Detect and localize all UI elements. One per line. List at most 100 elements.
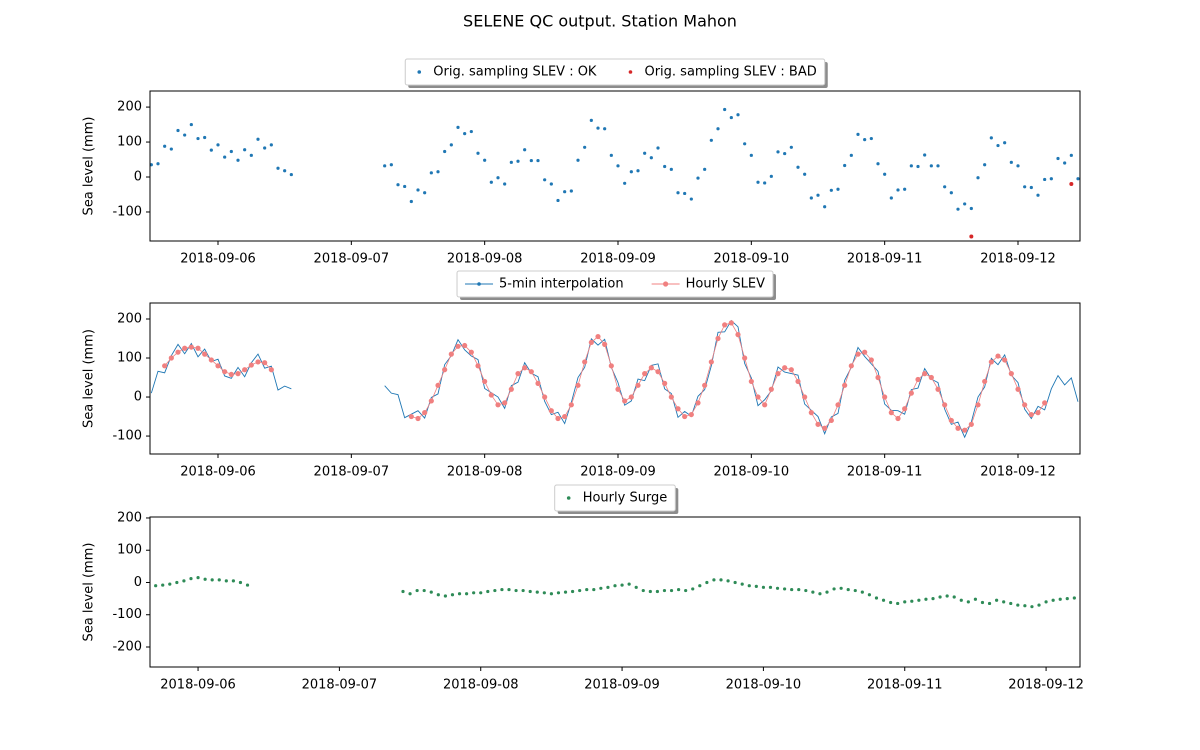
data-point (222, 369, 228, 375)
data-point (688, 411, 694, 418)
data-point (493, 588, 497, 593)
data-point (608, 363, 614, 369)
data-point (709, 138, 713, 142)
data-point (783, 587, 787, 591)
data-point (959, 598, 963, 602)
data-point (867, 593, 872, 597)
data-point (245, 583, 250, 587)
data-point (675, 406, 681, 412)
data-point (740, 582, 744, 586)
data-point (196, 136, 200, 141)
data-point (483, 158, 487, 162)
x-tick-label: 2018-09-06 (180, 252, 256, 267)
data-point (822, 425, 828, 431)
data-point (556, 591, 561, 595)
data-point (482, 378, 488, 385)
data-point (469, 129, 473, 134)
data-point (189, 577, 193, 581)
data-point (468, 349, 474, 355)
data-point (989, 136, 993, 140)
data-point (995, 598, 999, 602)
data-point (768, 585, 773, 589)
data-point (549, 182, 553, 186)
data-point (1037, 603, 1041, 607)
data-point (1072, 596, 1076, 600)
data-point (1056, 156, 1060, 161)
data-point (648, 589, 652, 594)
data-point (988, 359, 994, 365)
data-point (728, 320, 734, 326)
y-tick-label: 100 (117, 135, 142, 150)
data-point (719, 578, 723, 582)
data-point (578, 588, 582, 593)
data-point (808, 410, 814, 416)
data-point (995, 353, 1001, 359)
data-point (923, 153, 927, 157)
x-tick-label: 2018-09-10 (726, 678, 802, 693)
data-point (743, 142, 747, 146)
plot-area (150, 107, 1080, 239)
data-point (276, 166, 280, 170)
data-point (536, 158, 540, 163)
y-axis-label: Sea level (mm) (82, 329, 97, 428)
data-point (476, 151, 480, 155)
data-point (389, 163, 393, 167)
data-point (795, 378, 801, 385)
data-point (776, 150, 780, 154)
data-point (763, 181, 767, 185)
data-point (383, 164, 387, 168)
x-tick-label: 2018-09-08 (447, 465, 523, 480)
data-point (761, 585, 766, 589)
data-point (423, 191, 427, 195)
data-point (695, 400, 701, 406)
data-point (1016, 164, 1020, 168)
data-point (502, 400, 508, 406)
y-tick-label: 200 (117, 311, 142, 326)
data-point (535, 380, 541, 386)
data-point (876, 162, 880, 166)
x-tick-label: 2018-09-11 (847, 252, 923, 267)
data-point (183, 133, 187, 137)
data-point (789, 145, 793, 149)
data-point (500, 587, 504, 592)
data-point (1016, 603, 1020, 607)
data-point (422, 588, 426, 593)
data-point (755, 394, 761, 400)
data-point (615, 386, 621, 392)
data-point (568, 402, 574, 408)
data-point (569, 189, 573, 193)
data-point (217, 578, 221, 582)
data-point (1029, 185, 1033, 190)
data-point (797, 587, 801, 592)
data-point (655, 369, 661, 375)
data-point (1069, 153, 1073, 157)
x-tick-label: 2018-09-07 (314, 252, 390, 267)
data-point (935, 386, 941, 392)
x-tick-label: 2018-09-10 (714, 252, 790, 267)
data-point (401, 589, 405, 594)
data-point (1069, 182, 1074, 187)
data-point (448, 351, 454, 357)
data-point (636, 169, 640, 173)
data-point (635, 382, 641, 388)
data-point (749, 153, 753, 157)
data-point (1063, 161, 1067, 165)
data-point (449, 143, 453, 147)
data-point (1028, 411, 1034, 418)
data-point (176, 128, 180, 133)
data-point (627, 582, 631, 586)
data-point (202, 351, 208, 357)
data-point (396, 183, 400, 187)
data-point (415, 415, 421, 422)
plot-area (150, 319, 1079, 439)
data-point (956, 207, 960, 211)
y-tick-label: -100 (112, 429, 142, 444)
data-point (689, 197, 693, 201)
legend-marker (628, 70, 633, 74)
data-point (1065, 597, 1069, 601)
data-point (691, 587, 695, 591)
data-point (924, 597, 928, 601)
data-point (1042, 400, 1048, 406)
data-point (249, 153, 253, 157)
